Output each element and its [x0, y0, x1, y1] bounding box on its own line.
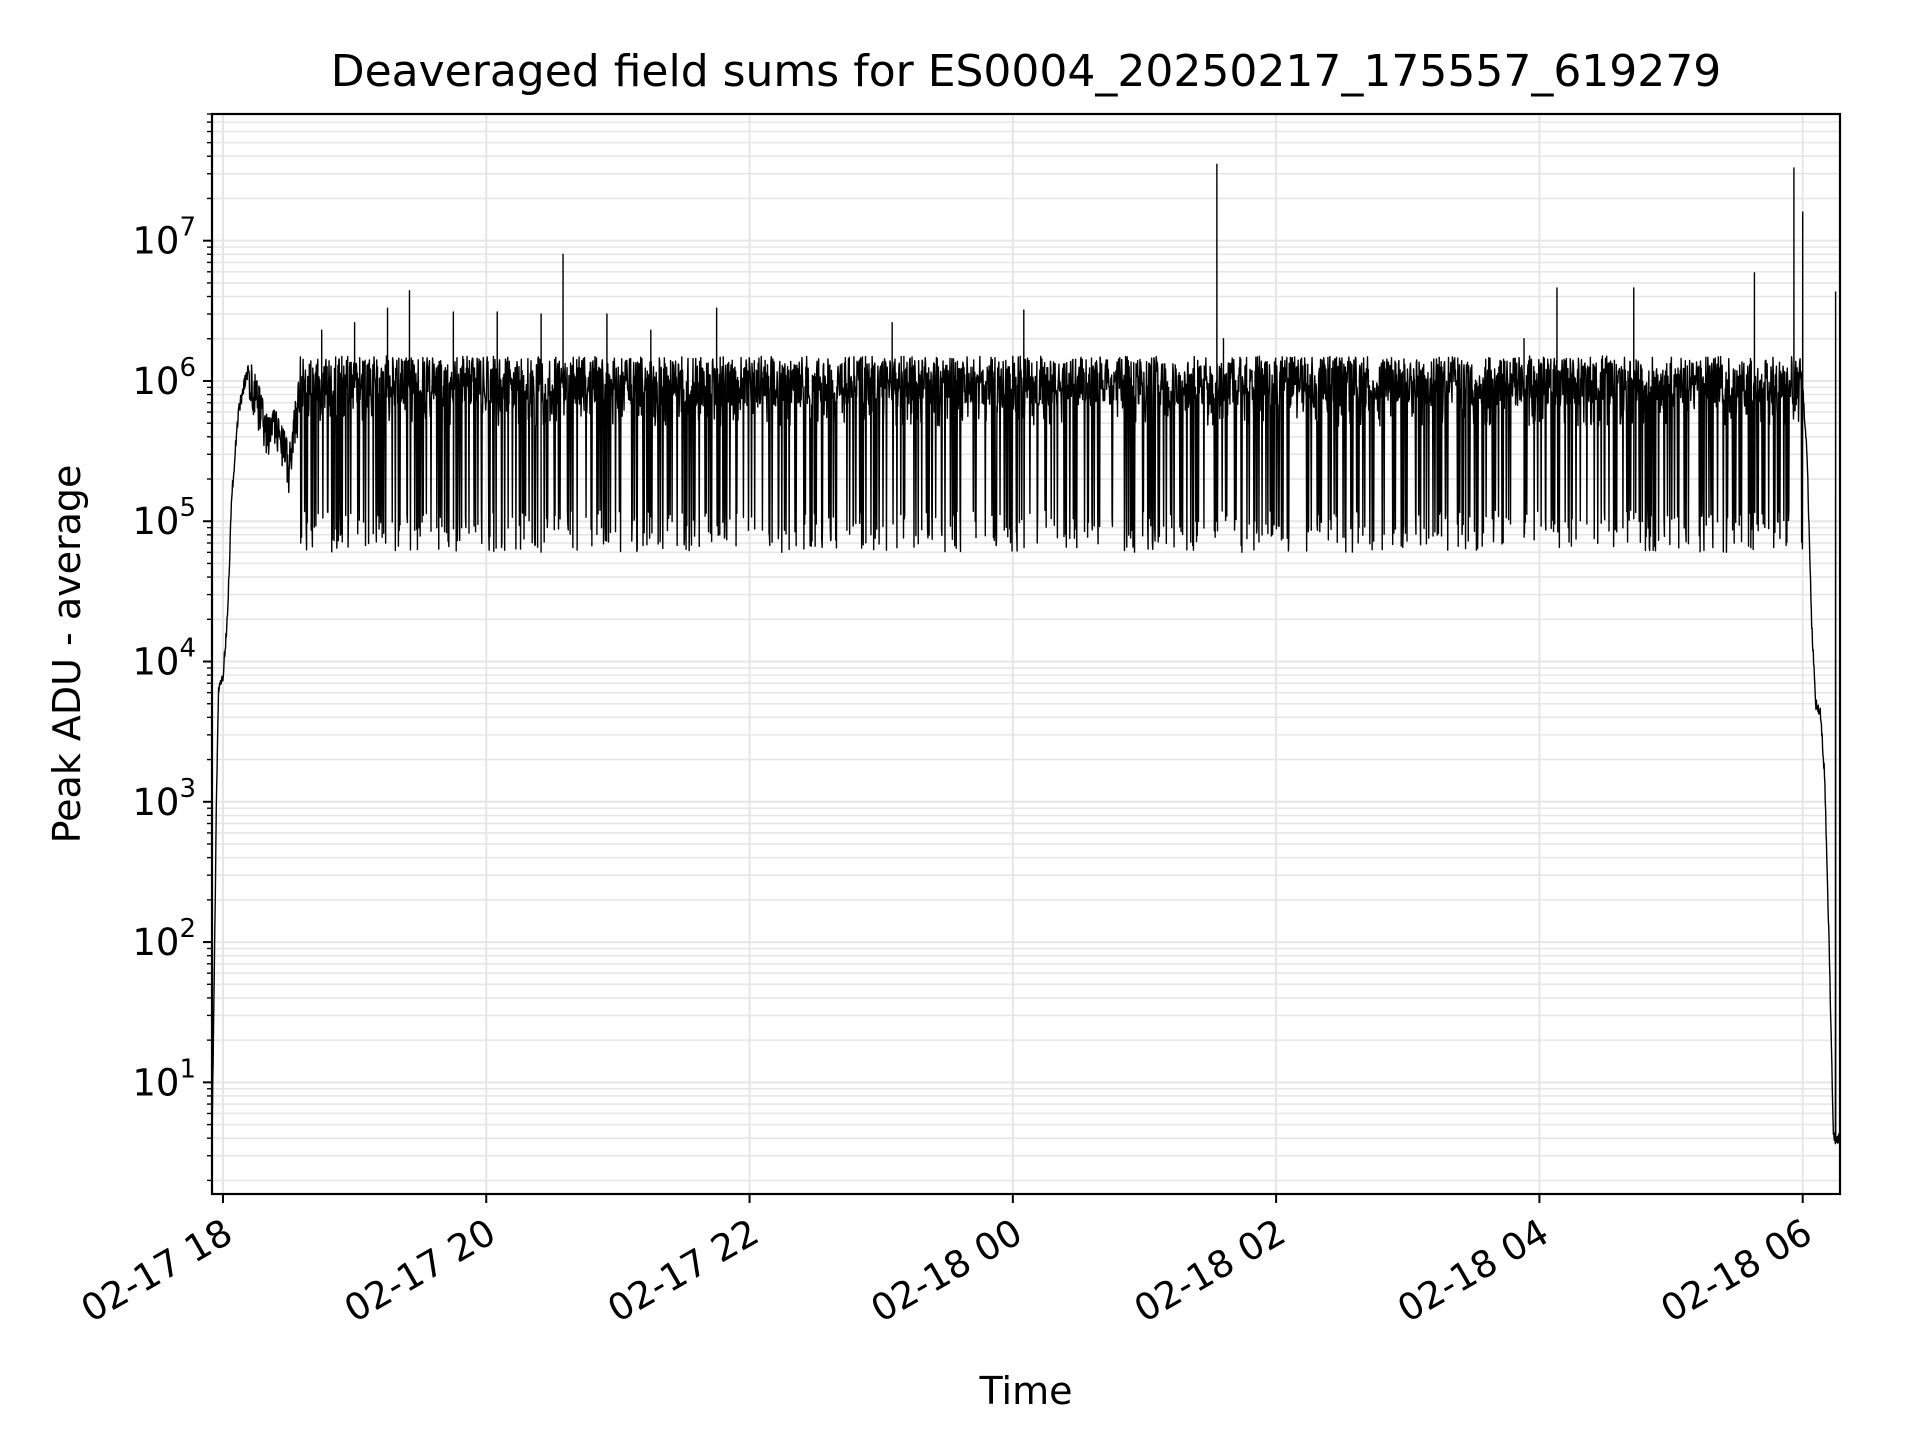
y-tick-label: 107: [132, 213, 196, 263]
y-tick-label: 103: [132, 774, 196, 824]
x-axis-label: Time: [979, 1369, 1073, 1413]
grid-lines: [212, 113, 1840, 1194]
y-tick-label: 106: [132, 353, 196, 403]
y-tick-label: 101: [132, 1054, 196, 1104]
y-tick-label: 104: [132, 634, 196, 684]
chart-title: Deaveraged field sums for ES0004_2025021…: [331, 46, 1722, 97]
y-tick-label: 105: [132, 493, 196, 543]
y-tick-label: 102: [132, 914, 196, 964]
y-axis-label: Peak ADU - average: [45, 465, 89, 844]
plot-frame: [210, 112, 1842, 1196]
series-line: [211, 163, 1841, 1145]
data-layer: [211, 163, 1841, 1145]
